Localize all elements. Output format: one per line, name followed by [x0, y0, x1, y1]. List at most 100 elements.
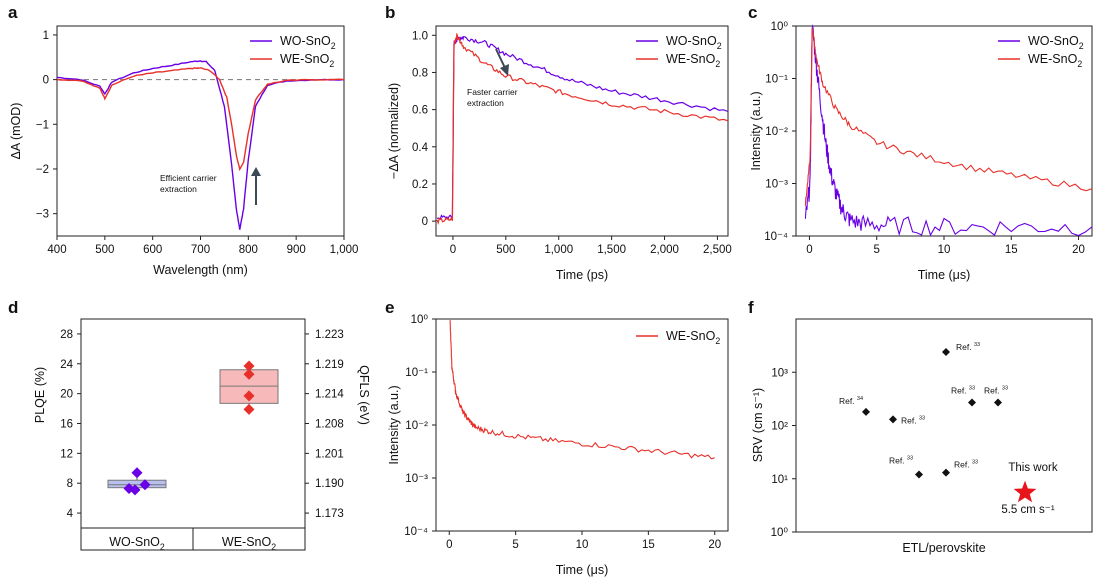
panel-b-y-tick-label-3: 0.6	[412, 105, 428, 117]
panel-e-frame	[435, 318, 729, 532]
panel-d-category-we: WE-SnO2	[222, 535, 276, 552]
panel-d-frame	[80, 318, 306, 551]
panel-d-y-tick-label-1: 24	[60, 359, 73, 371]
panel-d-point-we-2	[243, 390, 255, 402]
panel-d-y-tick-label-0: 28	[60, 329, 73, 341]
panel-e-y-tick-label-4: 10⁻⁴	[404, 526, 428, 538]
panel-c-x-tick-label-2: 10	[938, 244, 951, 256]
panel-f-point-label-1: Ref. 33	[901, 415, 925, 425]
panel-e-x-tick-label-3: 15	[642, 539, 655, 551]
panel-f-point-2	[915, 470, 923, 479]
panel-b-y-tick-label-1: 0.2	[412, 179, 428, 191]
panel-b-x-tick-label-5: 2,500	[703, 244, 732, 256]
panel-b-arrow-head	[500, 64, 509, 76]
panel-b-annotation-line2: extraction	[467, 98, 504, 108]
panel-a-x-tick-label-3: 700	[191, 244, 210, 256]
panel-b-letter: b	[385, 3, 395, 22]
panel-d-letter: d	[8, 298, 18, 317]
panel-d-point-wo-0	[131, 467, 143, 479]
panel-c-x-tick-label-1: 5	[874, 244, 880, 256]
panel-b-x-tick-label-1: 500	[496, 244, 515, 256]
panel-d-point-we-3	[243, 403, 255, 415]
panel-b-y-tick-label-2: 0.4	[412, 142, 429, 154]
panel-d-ylabel: PLQE (%)	[33, 367, 47, 423]
panel-e-y-tick-label-1: 10⁻¹	[405, 367, 428, 379]
panel-a-y-tick-label-2: −1	[36, 119, 49, 131]
panel-b-y-tick-label-0: 0	[422, 216, 428, 228]
panel-f-point-5	[968, 398, 976, 407]
panel-f-y-tick-label-2: 10¹	[771, 474, 788, 486]
panel-c-legend-label-wo: WO-SnO2	[1028, 34, 1084, 51]
panel-a-y-tick-label-0: 1	[43, 30, 49, 42]
panel-d-point-wo-3	[123, 482, 135, 494]
panel-d-y2-tick-label-4: 1.201	[315, 448, 344, 460]
panel-f-point-label-5: Ref. 33	[951, 386, 975, 396]
panel-f-point-3	[942, 348, 950, 357]
panel-d-y-tick-label-4: 12	[60, 448, 73, 460]
panel-d-ylabel-right: QFLS (eV)	[357, 365, 371, 425]
panel-e-y-tick-label-3: 10⁻³	[405, 473, 428, 485]
panel-d-y2-tick-label-6: 1.173	[315, 508, 344, 520]
panel-f-this-work-label: This work	[1008, 462, 1057, 474]
panel-a-annotation-line1: Efficient carrier	[160, 173, 217, 183]
panel-c-series-wo	[804, 24, 1093, 237]
panel-f-ylabel: SRV (cm s⁻¹)	[751, 388, 765, 462]
panel-f-point-label-2: Ref. 33	[889, 456, 913, 466]
panel-b-xlabel: Time (ps)	[556, 268, 608, 282]
panel-a-xlabel: Wavelength (nm)	[153, 263, 248, 277]
panel-d-y-tick-label-2: 20	[60, 389, 73, 401]
panel-e-x-tick-label-0: 0	[446, 539, 452, 551]
panel-e-ylabel: Intensity (a.u.)	[387, 385, 401, 464]
panel-b-ylabel: −ΔA (normalized)	[387, 83, 401, 179]
panel-c-letter: c	[748, 3, 757, 22]
panel-f-y-tick-label-0: 10³	[771, 367, 788, 379]
panel-e-series-we	[449, 319, 715, 460]
panel-e-x-tick-label-4: 20	[708, 539, 721, 551]
panel-c-x-tick-label-3: 15	[1005, 244, 1018, 256]
panel-b-x-tick-label-2: 1,000	[544, 244, 573, 256]
panel-a-x-tick-label-2: 600	[143, 244, 162, 256]
panel-b: b 0 500 1,000 1,500 2,000 2,500 0 0.2 0.4 0.6 0.8 1.…	[385, 3, 732, 282]
panel-a-ylabel: ΔA (mOD)	[9, 103, 23, 160]
panel-b-series-we	[436, 32, 729, 225]
panel-a-arrow-head	[251, 167, 261, 176]
panel-e-x-tick-label-1: 5	[512, 539, 518, 551]
panel-d-y-tick-label-6: 4	[67, 508, 74, 520]
panel-e-legend-label-we: WE-SnO2	[666, 329, 720, 346]
panel-f-point-label-3: Ref. 33	[956, 342, 980, 352]
panel-c: c 0 5 10 15 20 10⁰ 10⁻¹ 10⁻² 10⁻³ 10⁻⁴ WO-SnO2WE-Sn…	[748, 3, 1093, 282]
panel-f-point-label-6: Ref. 33	[984, 386, 1008, 396]
panel-d: d 28 1.223 24 1.219 20 1.214 16 1.208 12 1.201 8 1.1…	[8, 298, 371, 552]
panel-c-legend-label-we: WE-SnO2	[1028, 52, 1082, 69]
panel-f-y-tick-label-3: 10⁰	[771, 527, 789, 539]
panel-c-y-tick-label-2: 10⁻²	[765, 126, 788, 138]
panel-d-category-wo: WO-SnO2	[109, 535, 165, 552]
panel-a-series-we	[56, 67, 345, 172]
panel-b-arrow-shaft	[495, 48, 506, 69]
panel-f-point-0	[862, 407, 870, 416]
panel-b-frame	[435, 25, 729, 237]
panel-c-y-tick-label-0: 10⁰	[771, 21, 789, 33]
panel-f-this-work-star	[1013, 480, 1037, 503]
panel-e-x-tick-label-2: 10	[576, 539, 589, 551]
panel-c-y-tick-label-1: 10⁻¹	[765, 74, 788, 86]
panel-f-letter: f	[748, 298, 754, 317]
panel-b-x-tick-label-0: 0	[450, 244, 456, 256]
panel-d-y-tick-label-3: 16	[60, 419, 73, 431]
panel-c-series-we	[804, 27, 1093, 206]
panel-a-x-tick-label-5: 900	[287, 244, 306, 256]
panel-e: e 0 5 10 15 20 10⁰ 10⁻¹ 10⁻² 10⁻³ 10⁻⁴ WE-SnO2 Time …	[385, 298, 729, 577]
panel-f-y-tick-label-1: 10²	[771, 421, 788, 433]
panel-a-letter: a	[8, 3, 18, 22]
panel-d-point-we-0	[243, 360, 255, 372]
panel-d-y2-tick-label-0: 1.223	[315, 329, 344, 341]
panel-f-point-4	[942, 468, 950, 477]
panel-b-x-tick-label-3: 1,500	[597, 244, 626, 256]
panel-b-legend-label-wo: WO-SnO2	[666, 34, 722, 51]
panel-b-y-tick-label-4: 0.8	[412, 67, 428, 79]
panel-f-point-6	[994, 398, 1002, 407]
panel-b-x-tick-label-4: 2,000	[650, 244, 679, 256]
panel-a-y-tick-label-1: 0	[43, 75, 49, 87]
panel-a-y-tick-label-3: −2	[36, 164, 49, 176]
